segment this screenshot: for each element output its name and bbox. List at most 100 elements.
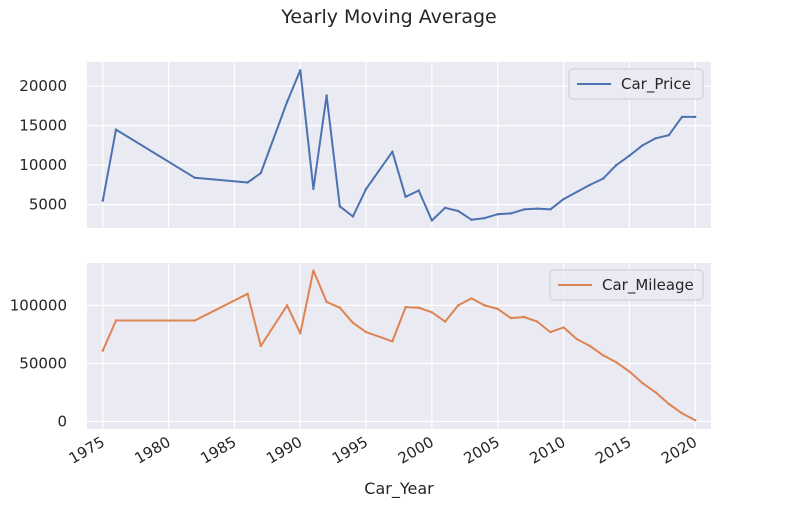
data-point: [259, 344, 262, 348]
x-tick-label: 1995: [329, 433, 371, 468]
legend-label: Car_Price: [621, 75, 691, 94]
data-point: [364, 187, 368, 191]
data-point: [628, 370, 631, 373]
x-axis-label: Car_Year: [364, 479, 434, 499]
data-point: [404, 305, 407, 309]
data-point: [667, 402, 671, 406]
legend-box: [549, 269, 704, 301]
x-tick-label: 1985: [197, 433, 239, 468]
data-point: [522, 315, 526, 319]
data-point: [470, 297, 473, 300]
data-point: [457, 304, 460, 307]
data-point: [101, 199, 104, 202]
data-point: [193, 319, 197, 322]
y-tick-label: 50000: [19, 354, 67, 372]
data-point: [575, 190, 578, 194]
y-tick-label: 0: [57, 412, 67, 430]
data-point: [654, 137, 657, 140]
data-point: [601, 354, 605, 357]
data-point: [680, 412, 684, 415]
data-point: [549, 330, 552, 334]
data-point: [391, 150, 394, 153]
y-tick-label: 10000: [19, 156, 67, 174]
legend: Car_Price: [568, 68, 704, 100]
data-point: [509, 212, 513, 215]
series-line: [101, 269, 696, 422]
chart-title: Yearly Moving Average: [280, 6, 497, 28]
data-point: [470, 218, 473, 221]
data-point: [114, 319, 118, 322]
data-point: [641, 381, 644, 385]
data-point: [417, 189, 420, 192]
data-point: [443, 206, 447, 210]
data-point: [391, 340, 394, 343]
y-tick-label: 5000: [29, 196, 67, 214]
data-point: [680, 115, 684, 119]
data-point: [694, 419, 697, 422]
data-point: [101, 349, 104, 352]
y-tick-label: 100000: [10, 296, 67, 314]
data-point: [299, 69, 302, 72]
data-point: [562, 326, 565, 329]
data-point: [562, 197, 565, 201]
x-tick-label: 1975: [66, 433, 108, 468]
data-point: [404, 195, 407, 198]
data-point: [417, 306, 420, 309]
data-point: [588, 344, 592, 348]
data-point: [285, 304, 289, 307]
data-point: [338, 306, 341, 309]
x-tick-label: 2015: [592, 433, 634, 468]
data-point: [536, 320, 539, 323]
data-point: [641, 144, 644, 147]
data-point: [312, 269, 315, 272]
data-point: [312, 187, 315, 191]
data-point: [259, 171, 262, 175]
data-point: [299, 332, 302, 335]
data-point: [694, 115, 697, 119]
data-point: [114, 128, 118, 131]
data-point: [601, 177, 605, 180]
data-point: [457, 209, 460, 213]
data-point: [430, 219, 434, 222]
data-point: [536, 207, 539, 210]
data-point: [443, 320, 447, 323]
x-tick-labels: 1975 1980 1985 1990 1995 2000 2005 2010 2015 2020: [66, 433, 700, 468]
data-point: [509, 316, 513, 320]
data-point: [351, 321, 355, 324]
data-point: [667, 133, 671, 137]
mileage-panel: 0 50000 100000 Car_Mileage: [10, 263, 711, 430]
x-tick-label: 2000: [395, 433, 437, 468]
data-point: [496, 307, 499, 311]
y-tick-label: 20000: [19, 77, 67, 95]
data-point: [549, 208, 552, 211]
data-point: [588, 183, 592, 187]
data-point: [483, 216, 486, 220]
data-point: [285, 100, 289, 104]
x-tick-label: 2020: [658, 433, 700, 468]
data-point: [351, 215, 355, 218]
data-point: [615, 163, 618, 167]
y-tick-label: 15000: [19, 117, 67, 135]
data-point: [325, 94, 328, 97]
data-point: [193, 176, 197, 180]
x-tick-label: 1980: [132, 433, 174, 468]
legend: Car_Mileage: [549, 269, 704, 301]
data-point: [246, 292, 249, 295]
series-line: [101, 69, 696, 222]
data-point: [615, 361, 618, 364]
legend-box: [568, 68, 704, 100]
data-point: [325, 300, 328, 304]
data-point: [496, 212, 499, 216]
price-panel: 5000 10000 15000 20000 Car_Price: [19, 62, 711, 228]
data-point: [575, 337, 578, 341]
data-point: [654, 391, 657, 394]
data-point: [338, 205, 341, 208]
x-tick-label: 2010: [526, 433, 568, 468]
data-point: [430, 311, 434, 314]
data-point: [246, 181, 249, 184]
data-point: [522, 208, 526, 211]
data-point: [364, 330, 368, 334]
data-point: [628, 154, 631, 157]
